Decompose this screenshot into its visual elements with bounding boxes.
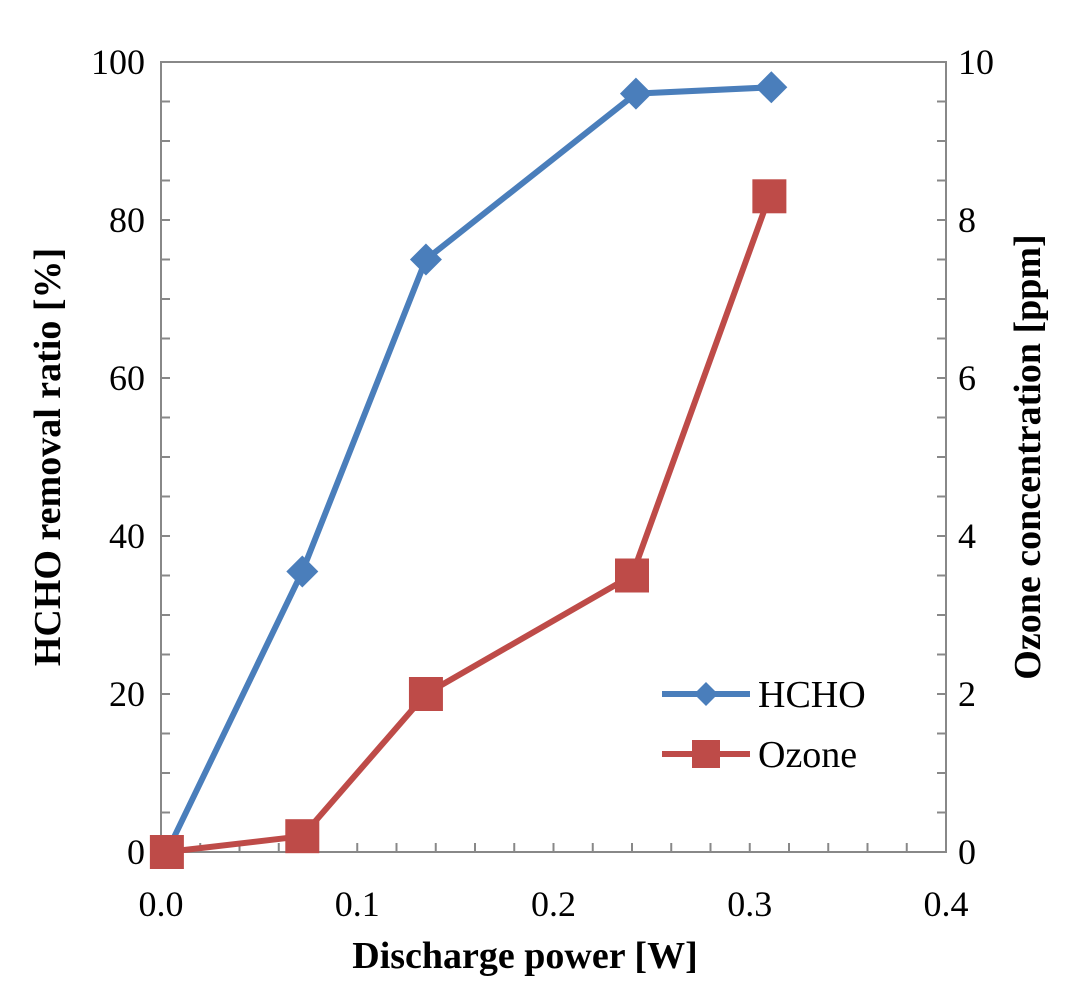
- x-tick-label: 0.1: [335, 884, 380, 924]
- y2-tick-label: 0: [958, 832, 976, 872]
- x-tick-label: 0.4: [924, 884, 969, 924]
- data-point-hcho: [755, 71, 788, 104]
- x-tick-label: 0.2: [531, 884, 576, 924]
- data-point-ozone: [285, 819, 320, 854]
- y2-tick-label: 2: [958, 674, 976, 714]
- y-tick-label: 100: [91, 42, 145, 82]
- data-point-hcho: [286, 555, 319, 588]
- y-tick-label: 60: [109, 358, 145, 398]
- y2-tick-label: 8: [958, 200, 976, 240]
- data-point-hcho: [409, 243, 442, 276]
- data-point-ozone: [408, 677, 443, 711]
- legend-label-hcho: HCHO: [758, 674, 866, 716]
- x-tick-label: 0.3: [727, 884, 772, 924]
- y-tick-label: 80: [109, 200, 145, 240]
- x-axis-title: Discharge power [W]: [352, 935, 697, 977]
- data-point-ozone: [752, 179, 787, 214]
- series: [149, 71, 788, 869]
- y2-tick-label: 10: [958, 42, 994, 82]
- legend-label-ozone: Ozone: [758, 734, 857, 776]
- y2-tick-label: 6: [958, 358, 976, 398]
- y-tick-label: 20: [109, 674, 145, 714]
- data-point-ozone: [615, 558, 649, 593]
- plot-area: [160, 61, 947, 853]
- legend-marker-ozone: [692, 740, 720, 768]
- x-tick-label: 0.0: [139, 884, 184, 924]
- y-tick-label: 40: [109, 516, 145, 556]
- y-axis-title: HCHO removal ratio [%]: [27, 248, 69, 666]
- y2-tick-label: 4: [958, 516, 976, 556]
- y-tick-label: 0: [127, 832, 145, 872]
- legend-marker-hcho: [694, 682, 718, 706]
- legend: HCHO Ozone: [662, 674, 866, 776]
- data-point-hcho: [619, 77, 652, 110]
- tick-labels: 0 20 40 60 80 100 0 2 4 6 8 10 0.0 0.1 0.2 0.3 0.4: [91, 42, 994, 924]
- y2-axis-title: Ozone concentration [ppm]: [1007, 234, 1049, 679]
- data-point-ozone: [149, 835, 184, 869]
